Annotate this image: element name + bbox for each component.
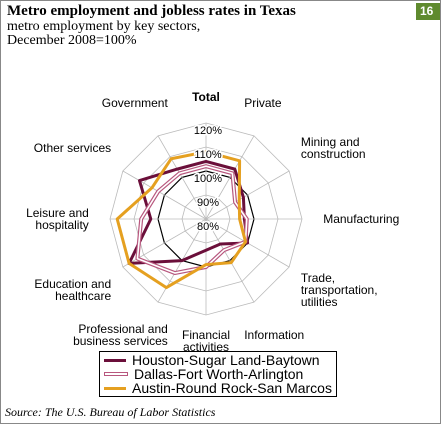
spoke [205, 170, 290, 220]
legend-label: Houston-Sugar Land-Baytown [132, 352, 320, 368]
legend-swatch [104, 386, 126, 390]
axis-label: Government [101, 95, 168, 110]
axis-label: Mining and construction [300, 134, 366, 161]
axis-label: Manufacturing [323, 212, 400, 226]
axis-label: Financial activities [181, 328, 231, 354]
legend-item: Houston-Sugar Land-Baytown [104, 353, 332, 367]
axis-label: Information [244, 328, 305, 343]
legend-item: Dallas-Fort Worth-Arlington [104, 367, 332, 381]
r-tick-label: 100% [194, 173, 222, 185]
legend-item: Austin-Round Rock-San Marcos [104, 381, 332, 395]
series-line-core [136, 165, 248, 274]
legend: Houston-Sugar Land-Baytown Dallas-Fort Wo… [99, 351, 337, 397]
page-badge: 16 [416, 3, 440, 20]
series-line [115, 150, 247, 290]
spoke [157, 135, 207, 220]
axis-label: Other services [33, 140, 112, 155]
source-note: Source: The U.S. Bureau of Labor Statist… [5, 405, 216, 419]
axis-label: Education and healthcare [34, 277, 112, 304]
axis-label: Professional and business services [73, 322, 168, 349]
spoke [122, 218, 207, 268]
r-tick-label: 110% [194, 149, 222, 161]
r-tick-label: 90% [197, 197, 219, 209]
axis-label: Leisure and hospitality [26, 206, 89, 232]
spoke [205, 135, 255, 220]
axis-label: Private [244, 95, 282, 110]
legend-swatch [104, 358, 126, 362]
spoke [205, 218, 255, 303]
axis-label: Trade, transportation, utilities [300, 271, 378, 310]
legend-swatch [104, 372, 128, 376]
legend-label: Dallas-Fort Worth-Arlington [134, 366, 304, 382]
spoke [122, 170, 207, 220]
chart-subtitle: metro employment by key sectors, Decembe… [7, 19, 201, 48]
axis-label: Total [192, 90, 220, 104]
series-line [127, 159, 250, 265]
r-tick-label: 80% [197, 221, 219, 233]
chart-title: Metro employment and jobless rates in Te… [7, 3, 296, 19]
legend-label: Austin-Round Rock-San Marcos [132, 380, 332, 396]
r-tick-label: 120% [194, 125, 222, 137]
